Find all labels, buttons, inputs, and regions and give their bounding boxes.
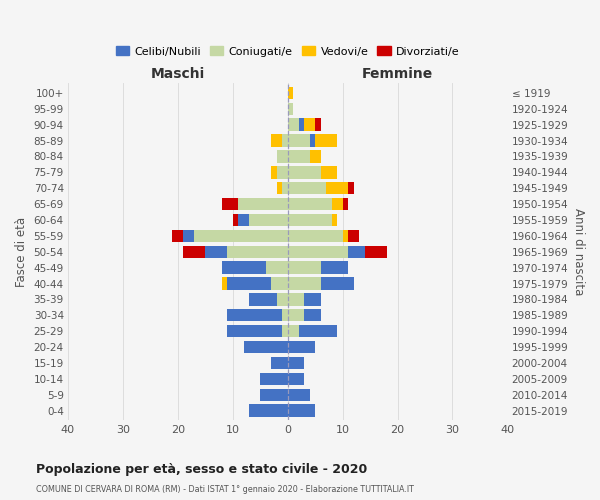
- Bar: [287, 293, 304, 306]
- Bar: [287, 357, 304, 369]
- Text: COMUNE DI CERVARA DI ROMA (RM) - Dati ISTAT 1° gennaio 2020 - Elaborazione TUTTI: COMUNE DI CERVARA DI ROMA (RM) - Dati IS…: [36, 485, 414, 494]
- Bar: [277, 166, 287, 178]
- Bar: [320, 166, 337, 178]
- Bar: [222, 262, 266, 274]
- Bar: [315, 134, 337, 146]
- Bar: [287, 388, 310, 401]
- Bar: [287, 230, 343, 242]
- Bar: [287, 278, 320, 289]
- Bar: [277, 150, 287, 162]
- Bar: [222, 278, 227, 289]
- Bar: [287, 404, 315, 417]
- Bar: [287, 309, 304, 322]
- Bar: [233, 214, 238, 226]
- Bar: [277, 182, 282, 194]
- Bar: [227, 278, 271, 289]
- Bar: [238, 214, 249, 226]
- Bar: [287, 86, 293, 99]
- Bar: [172, 230, 184, 242]
- Bar: [266, 262, 287, 274]
- Bar: [343, 198, 348, 210]
- Bar: [287, 214, 332, 226]
- Bar: [244, 341, 287, 353]
- Bar: [348, 230, 359, 242]
- Bar: [277, 293, 287, 306]
- Bar: [287, 341, 315, 353]
- Bar: [205, 246, 227, 258]
- Text: Maschi: Maschi: [151, 67, 205, 81]
- Bar: [320, 262, 348, 274]
- Bar: [320, 278, 353, 289]
- Bar: [184, 230, 194, 242]
- Bar: [222, 198, 238, 210]
- Bar: [348, 182, 353, 194]
- Bar: [287, 198, 332, 210]
- Bar: [271, 278, 287, 289]
- Bar: [287, 150, 310, 162]
- Bar: [326, 182, 348, 194]
- Bar: [282, 325, 287, 338]
- Bar: [304, 293, 320, 306]
- Bar: [287, 246, 348, 258]
- Bar: [260, 372, 287, 385]
- Bar: [287, 118, 299, 131]
- Bar: [287, 134, 310, 146]
- Y-axis label: Anni di nascita: Anni di nascita: [572, 208, 585, 296]
- Bar: [304, 118, 315, 131]
- Bar: [348, 246, 365, 258]
- Bar: [282, 134, 287, 146]
- Bar: [332, 198, 343, 210]
- Bar: [249, 404, 287, 417]
- Bar: [315, 118, 320, 131]
- Bar: [271, 357, 287, 369]
- Bar: [249, 293, 277, 306]
- Bar: [227, 246, 287, 258]
- Bar: [299, 325, 337, 338]
- Bar: [365, 246, 386, 258]
- Bar: [287, 182, 326, 194]
- Bar: [271, 166, 277, 178]
- Bar: [227, 309, 282, 322]
- Bar: [184, 246, 205, 258]
- Bar: [332, 214, 337, 226]
- Bar: [299, 118, 304, 131]
- Text: Popolazione per età, sesso e stato civile - 2020: Popolazione per età, sesso e stato civil…: [36, 462, 367, 475]
- Bar: [304, 309, 320, 322]
- Bar: [282, 182, 287, 194]
- Bar: [310, 134, 315, 146]
- Bar: [194, 230, 287, 242]
- Bar: [310, 150, 320, 162]
- Bar: [260, 388, 287, 401]
- Y-axis label: Fasce di età: Fasce di età: [15, 216, 28, 287]
- Bar: [343, 230, 348, 242]
- Bar: [287, 102, 293, 115]
- Bar: [282, 309, 287, 322]
- Bar: [249, 214, 287, 226]
- Bar: [287, 372, 304, 385]
- Bar: [287, 166, 320, 178]
- Legend: Celibi/Nubili, Coniugati/e, Vedovi/e, Divorziati/e: Celibi/Nubili, Coniugati/e, Vedovi/e, Di…: [111, 42, 464, 61]
- Text: Femmine: Femmine: [362, 67, 433, 81]
- Bar: [238, 198, 287, 210]
- Bar: [227, 325, 282, 338]
- Bar: [287, 262, 320, 274]
- Bar: [271, 134, 282, 146]
- Bar: [287, 325, 299, 338]
